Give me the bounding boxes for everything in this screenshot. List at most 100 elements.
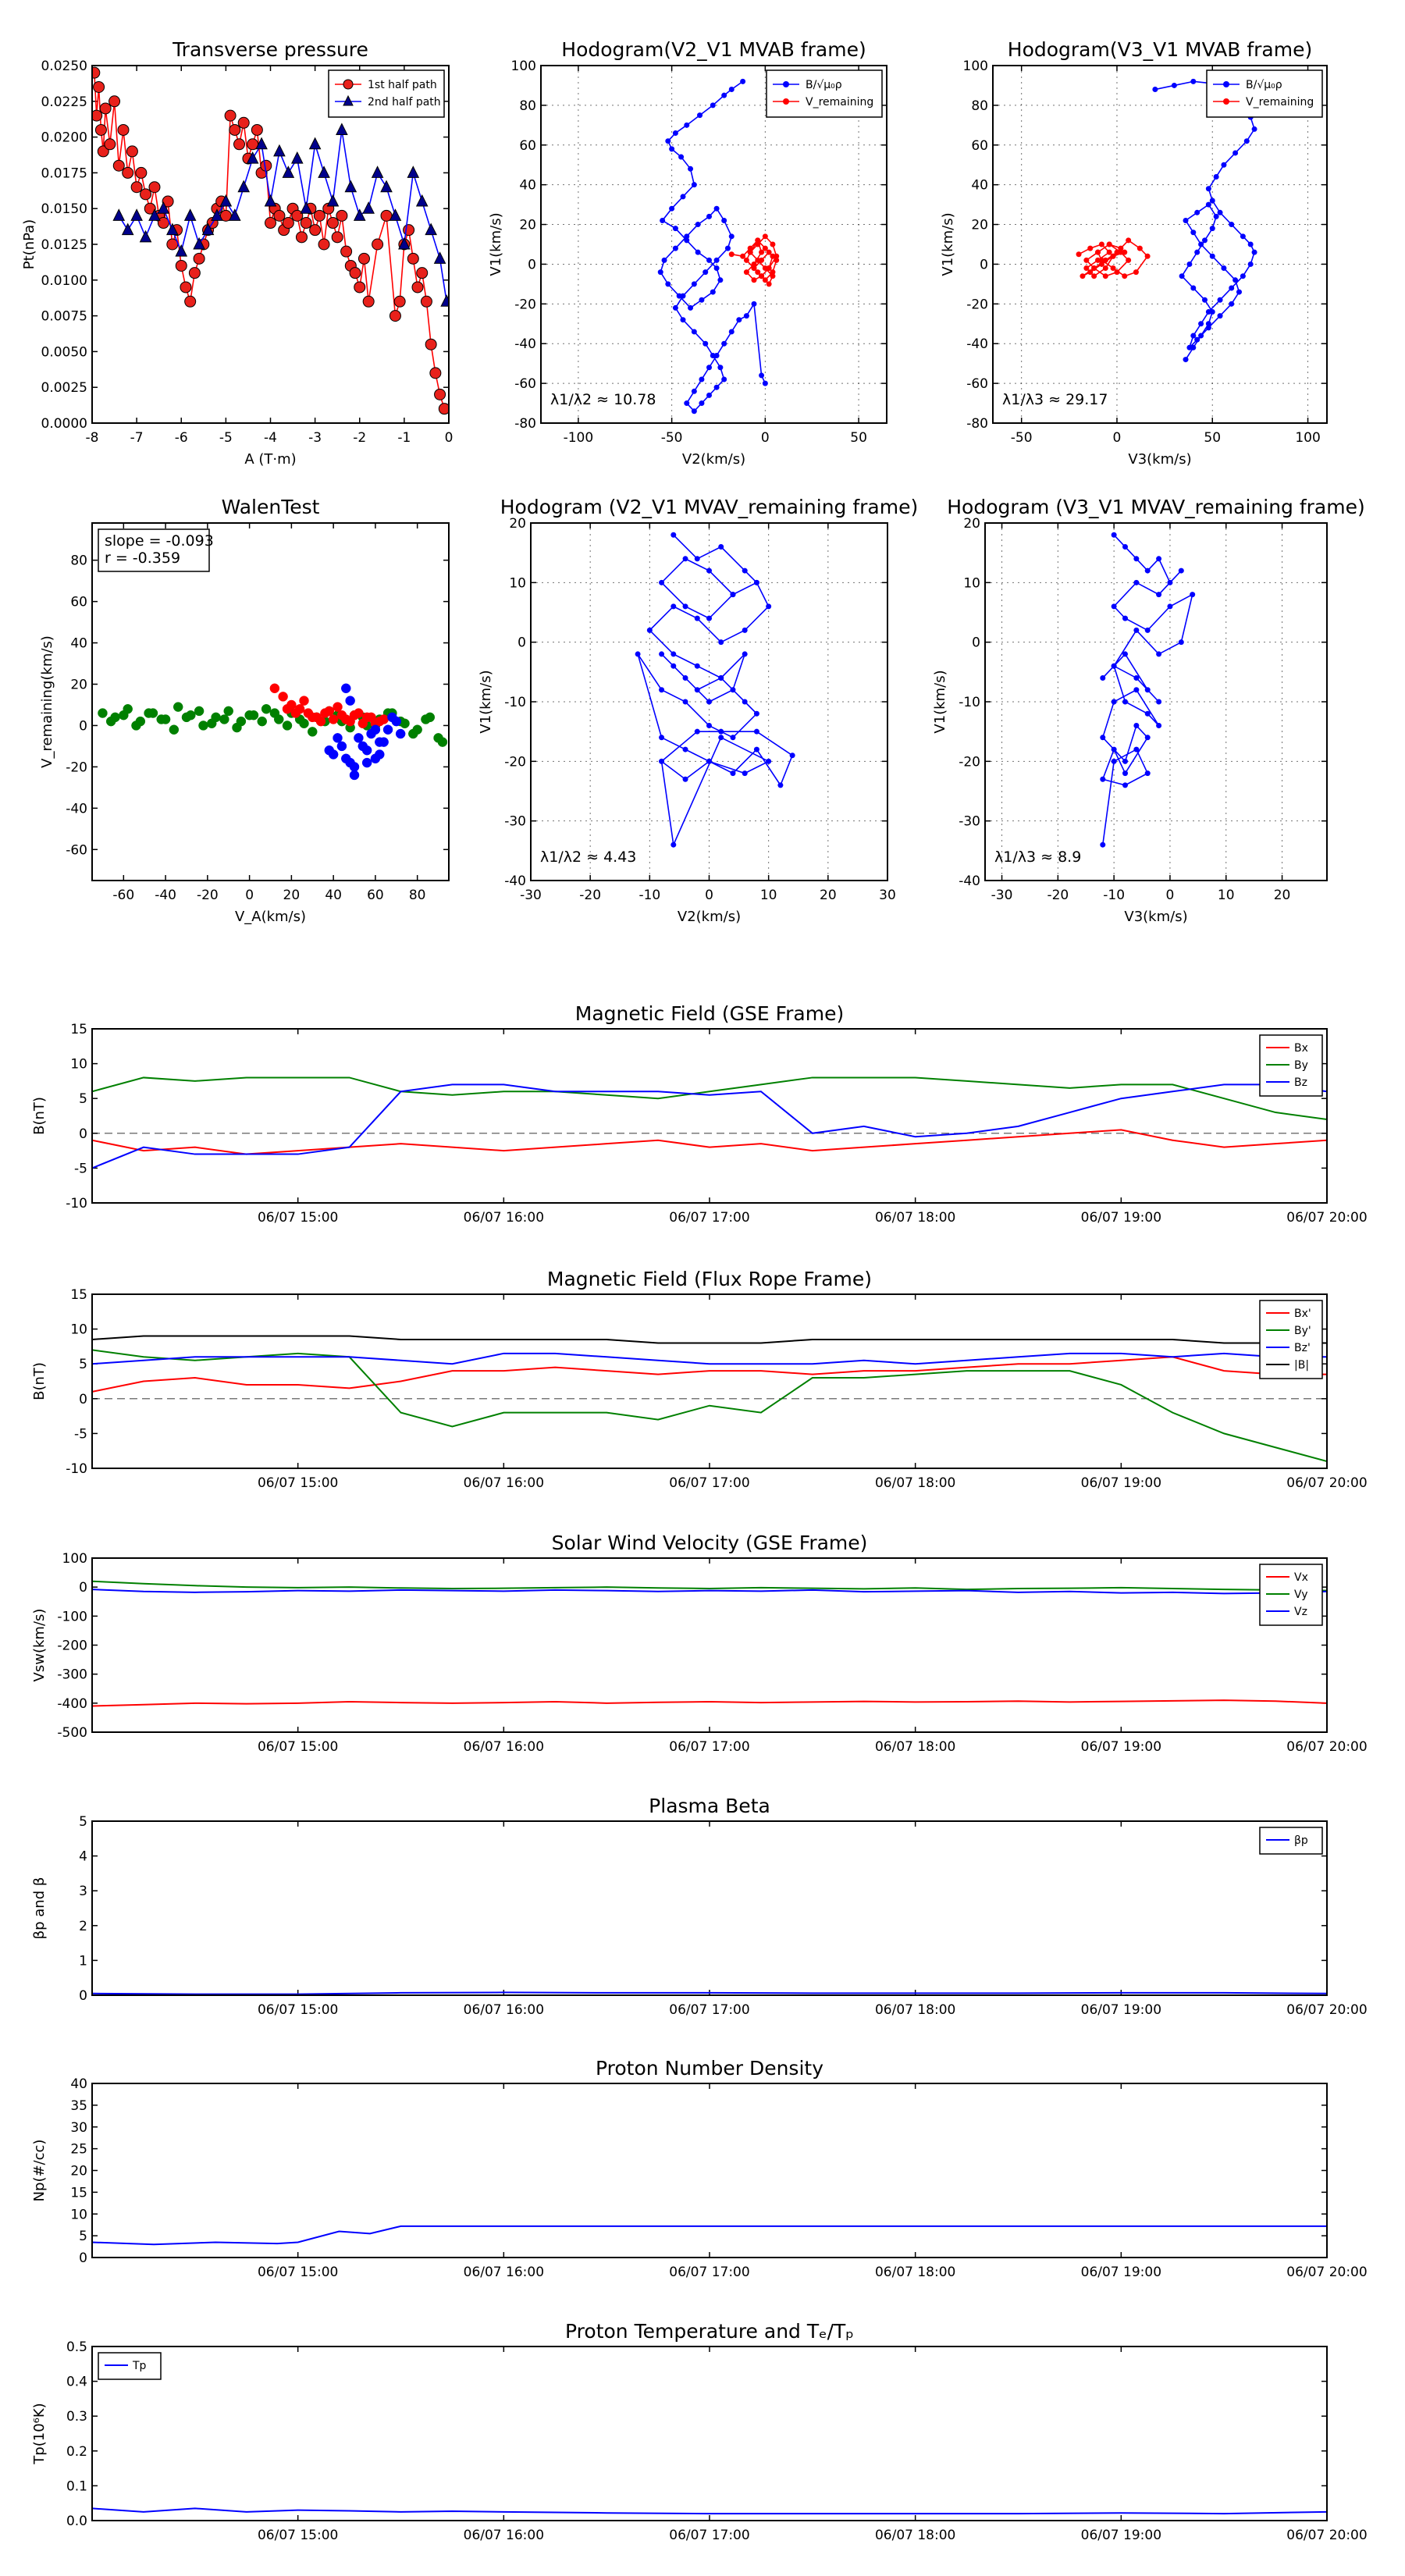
data-point — [438, 403, 449, 415]
y-axis-label: V1(km/s) — [478, 670, 494, 733]
data-point — [308, 727, 318, 737]
data-point — [290, 151, 304, 164]
y-axis-label: V1(km/s) — [488, 212, 504, 276]
data-point — [148, 208, 161, 221]
data-point — [1144, 710, 1151, 717]
y-tick-label: 20 — [70, 677, 87, 692]
y-tick-label: 0 — [79, 1126, 87, 1142]
time-tick-label: 06/07 17:00 — [669, 2265, 749, 2280]
data-point — [1156, 556, 1162, 562]
data-point — [1144, 627, 1151, 633]
data-point — [762, 277, 768, 283]
data-point — [324, 706, 335, 717]
y-tick-label: 25 — [70, 2142, 87, 2158]
data-point — [1100, 841, 1106, 848]
data-point — [695, 222, 701, 228]
data-point — [1156, 651, 1162, 657]
y-tick-label: 0.1 — [66, 2478, 87, 2494]
data-point — [751, 277, 757, 283]
data-point — [1144, 735, 1151, 741]
y-tick-label: -30 — [959, 814, 980, 830]
data-point — [766, 603, 772, 610]
data-point — [144, 708, 154, 718]
data-point — [759, 257, 765, 263]
y-tick-label: 0 — [528, 257, 536, 272]
x-tick-label: -100 — [564, 430, 594, 446]
y-tick-label: -40 — [959, 873, 980, 889]
data-point — [1098, 261, 1104, 267]
y-tick-label: -40 — [504, 873, 526, 889]
data-point — [1100, 674, 1106, 681]
data-point — [680, 317, 686, 323]
data-point — [1133, 556, 1140, 562]
data-point — [156, 714, 166, 724]
data-point — [308, 137, 322, 150]
data-point — [354, 733, 364, 743]
eigenvalue-ratio: λ1/λ3 ≈ 8.9 — [994, 849, 1081, 866]
y-tick-label: 3 — [79, 1884, 87, 1899]
data-point — [273, 144, 286, 157]
data-point — [713, 205, 720, 212]
time-tick-label: 06/07 18:00 — [875, 2002, 955, 2018]
legend: βp — [1259, 1827, 1323, 1855]
y-tick-label: 0.0175 — [41, 165, 87, 181]
y-axis-label: Tp(10⁶K) — [31, 2403, 48, 2464]
data-point — [1209, 309, 1215, 315]
x-tick-label: -3 — [308, 430, 322, 446]
y-tick-label: -80 — [966, 416, 988, 432]
data-point — [237, 116, 250, 129]
plot-frame — [91, 65, 450, 424]
data-point — [751, 265, 757, 272]
data-point — [1190, 344, 1197, 350]
panel-title: Hodogram (V2_V1 MVAV_remaining frame) — [500, 496, 919, 518]
x-tick-label: 50 — [850, 430, 867, 446]
data-point — [393, 295, 406, 308]
y-tick-label: 0 — [79, 1580, 87, 1596]
data-point — [718, 639, 724, 646]
data-point — [184, 295, 197, 308]
data-point — [1144, 568, 1151, 574]
time-tick-label: 06/07 19:00 — [1081, 1475, 1161, 1491]
plot-frame — [992, 65, 1328, 424]
data-point — [646, 627, 653, 633]
data-point — [688, 304, 694, 311]
x-tick-label: -30 — [520, 888, 542, 903]
y-axis-label: Pt(nPa) — [21, 219, 37, 269]
data-point — [774, 257, 780, 263]
y-axis-label: V1(km/s) — [932, 670, 948, 733]
panel-title: Magnetic Field (Flux Rope Frame) — [547, 1268, 872, 1290]
data-point — [742, 627, 748, 633]
data-point — [425, 222, 437, 236]
data-point — [415, 194, 429, 207]
plot-frame — [91, 2346, 1328, 2521]
x-tick-label: 30 — [879, 888, 896, 903]
data-point — [755, 241, 761, 247]
y-axis-label: B(nT) — [31, 1097, 48, 1135]
time-tick-label: 06/07 15:00 — [258, 2002, 338, 2018]
data-point — [1179, 273, 1185, 279]
time-tick-label: 06/07 19:00 — [1081, 1210, 1161, 1226]
series-line — [92, 1129, 1327, 1155]
legend-label: Tp — [132, 2360, 147, 2372]
data-point — [1083, 257, 1090, 263]
data-point — [1133, 269, 1139, 276]
series-line — [92, 1076, 1327, 1120]
y-tick-label: 60 — [971, 138, 988, 154]
data-point — [755, 269, 761, 276]
plot-frame — [984, 522, 1328, 881]
time-tick-label: 06/07 20:00 — [1286, 2265, 1367, 2280]
legend-marker — [783, 81, 789, 87]
y-tick-label: -60 — [514, 376, 536, 392]
data-point — [361, 757, 372, 768]
data-point — [237, 180, 251, 193]
data-point — [255, 137, 268, 150]
data-point — [684, 400, 690, 407]
x-tick-label: 10 — [760, 888, 777, 903]
y-tick-label: -40 — [514, 336, 536, 352]
y-axis-label: Np(#/cc) — [31, 2140, 48, 2202]
data-point — [718, 674, 724, 681]
x-tick-label: -50 — [661, 430, 683, 446]
data-point — [766, 249, 772, 255]
y-tick-label: 100 — [62, 1551, 87, 1567]
data-point — [130, 181, 143, 194]
